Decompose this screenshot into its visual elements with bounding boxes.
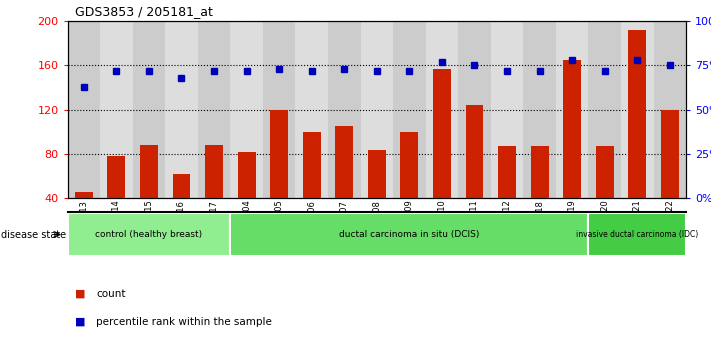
Bar xyxy=(296,21,328,198)
Bar xyxy=(629,30,646,242)
Bar xyxy=(433,69,451,242)
Bar xyxy=(426,21,458,198)
Bar xyxy=(589,213,686,256)
Bar xyxy=(530,146,549,242)
Text: disease state: disease state xyxy=(1,229,67,240)
Bar xyxy=(173,174,191,242)
Bar xyxy=(621,21,653,198)
Bar xyxy=(198,21,230,198)
Bar xyxy=(75,192,92,242)
Bar xyxy=(68,213,230,256)
Bar xyxy=(165,21,198,198)
Bar xyxy=(237,152,255,242)
Text: count: count xyxy=(96,289,125,299)
Bar xyxy=(589,21,621,198)
Bar xyxy=(336,126,353,242)
Bar xyxy=(400,132,418,242)
Bar xyxy=(360,21,393,198)
Bar xyxy=(491,21,523,198)
Bar xyxy=(100,21,133,198)
Bar xyxy=(556,21,589,198)
Bar xyxy=(653,21,686,198)
Bar xyxy=(466,105,483,242)
Bar xyxy=(523,21,556,198)
Bar xyxy=(68,21,100,198)
Bar xyxy=(498,146,516,242)
Bar xyxy=(270,110,288,242)
Bar xyxy=(563,60,581,242)
Text: control (healthy breast): control (healthy breast) xyxy=(95,230,203,239)
Bar xyxy=(368,149,386,242)
Bar xyxy=(133,21,165,198)
Bar xyxy=(458,21,491,198)
Bar xyxy=(393,21,426,198)
Bar xyxy=(328,21,360,198)
Text: percentile rank within the sample: percentile rank within the sample xyxy=(96,317,272,327)
Text: invasive ductal carcinoma (IDC): invasive ductal carcinoma (IDC) xyxy=(576,230,698,239)
Text: ■: ■ xyxy=(75,289,85,299)
Text: ■: ■ xyxy=(75,317,85,327)
Bar xyxy=(230,213,589,256)
Bar xyxy=(205,145,223,242)
Bar xyxy=(107,156,125,242)
Bar xyxy=(303,132,321,242)
Bar xyxy=(263,21,296,198)
Text: ductal carcinoma in situ (DCIS): ductal carcinoma in situ (DCIS) xyxy=(339,230,480,239)
Bar xyxy=(596,146,614,242)
Bar xyxy=(140,145,158,242)
Bar xyxy=(661,110,679,242)
Text: GDS3853 / 205181_at: GDS3853 / 205181_at xyxy=(75,5,213,18)
Bar xyxy=(230,21,263,198)
